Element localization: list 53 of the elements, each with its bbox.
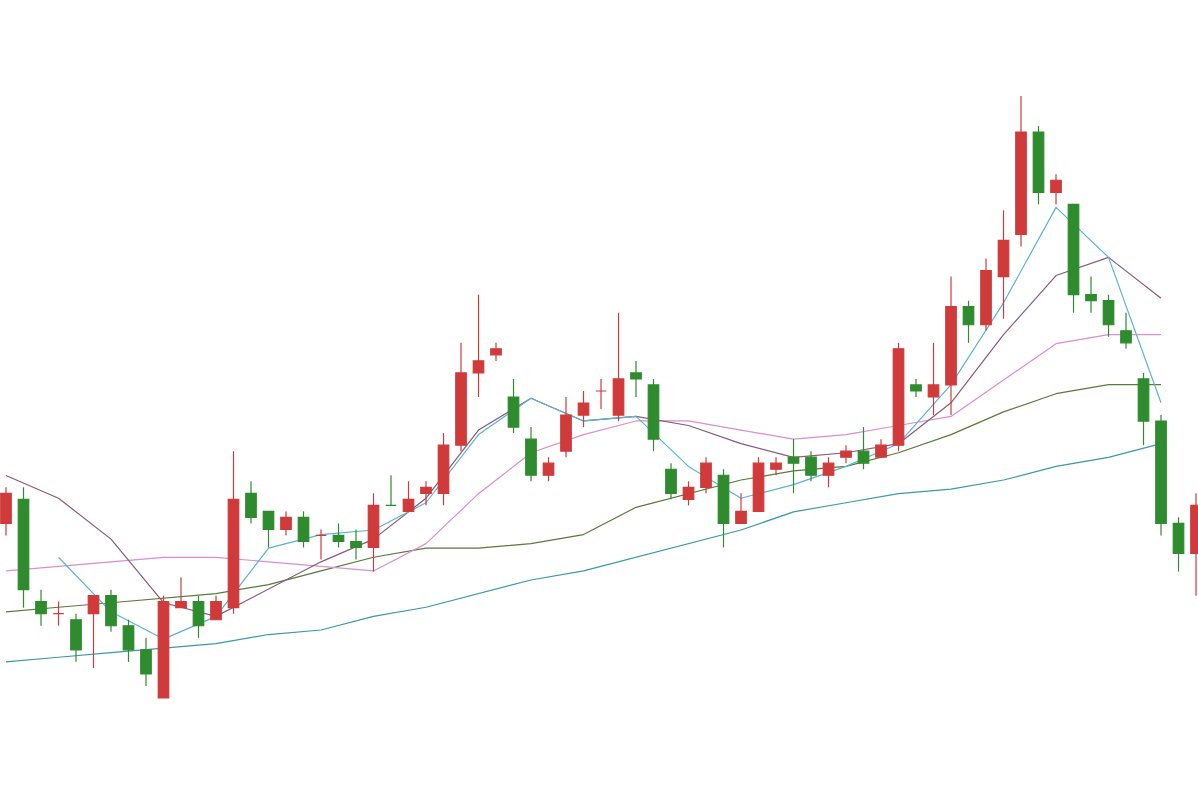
candlestick — [140, 637, 152, 687]
candlestick — [560, 396, 572, 458]
candlestick — [700, 456, 712, 494]
candlestick — [665, 462, 677, 500]
candlestick — [787, 438, 800, 494]
candlestick — [857, 426, 870, 470]
candlestick — [1050, 173, 1062, 205]
candlestick — [175, 576, 187, 609]
candlestick — [1085, 275, 1097, 314]
candlestick — [927, 342, 940, 416]
candlestick — [507, 378, 520, 434]
candlestick — [280, 510, 292, 537]
candlestick — [420, 480, 432, 506]
candlestick — [735, 492, 747, 525]
candlestick — [245, 480, 257, 525]
candlestick — [192, 595, 205, 639]
candlestick — [1120, 312, 1132, 350]
candlestick — [1172, 516, 1185, 573]
candlestick — [542, 456, 555, 482]
candlestick — [87, 595, 100, 669]
candlestick — [315, 528, 327, 561]
candlestick — [490, 342, 502, 362]
candlestick — [997, 209, 1010, 320]
candlestick — [210, 595, 222, 621]
candlestick — [52, 601, 65, 627]
candlestick — [682, 480, 695, 506]
candlestick — [525, 426, 537, 482]
candlestick — [472, 294, 485, 398]
candlestick — [262, 510, 275, 549]
candlestick — [0, 486, 12, 537]
candlestick — [770, 456, 782, 476]
candlestick — [822, 456, 835, 488]
candlestick — [630, 360, 642, 398]
candlestick — [297, 510, 310, 549]
candlestick — [105, 589, 117, 633]
candlestick — [805, 450, 817, 482]
candlestick — [332, 522, 345, 549]
candlestick — [875, 438, 887, 458]
candlestick — [577, 390, 590, 428]
candlestick — [70, 613, 82, 663]
candlestick — [367, 492, 380, 573]
candlestick — [840, 444, 852, 464]
candlestick — [385, 474, 397, 506]
candlestick — [402, 480, 415, 512]
candlestick — [350, 528, 362, 561]
candlestick — [962, 300, 975, 344]
candlestick — [910, 378, 922, 398]
candlestick — [35, 589, 47, 627]
candlestick — [1137, 372, 1150, 446]
candlestick — [612, 312, 625, 422]
candlestick — [122, 619, 135, 663]
candlestick — [595, 378, 607, 410]
candlestick — [1102, 294, 1115, 338]
